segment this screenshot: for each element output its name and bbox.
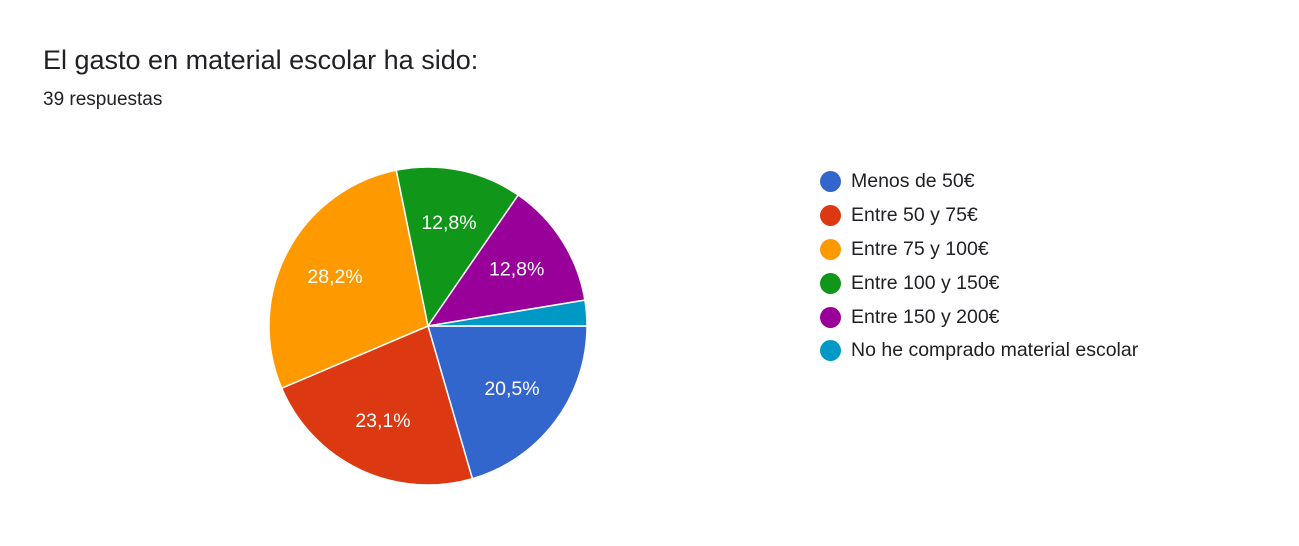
pie-slice-2[interactable]	[280, 325, 474, 486]
pie-slices	[268, 166, 588, 486]
legend-item-5[interactable]: Entre 150 y 200€	[820, 300, 1138, 334]
legend-swatch	[820, 171, 841, 193]
legend-label: Entre 100 y 150€	[851, 271, 1000, 294]
chart-title: El gasto en material escolar ha sido:	[43, 45, 479, 75]
legend-swatch	[820, 205, 841, 227]
response-count: 39 respuestas	[43, 89, 163, 110]
legend-swatch	[820, 272, 841, 294]
legend-label: Menos de 50€	[851, 170, 975, 193]
pie-slice-label-3: 28,2%	[307, 266, 362, 288]
legend-label: Entre 150 y 200€	[851, 305, 1000, 328]
legend-swatch	[820, 340, 841, 362]
pie-slice-3[interactable]	[268, 169, 429, 389]
pie-slice-1[interactable]	[427, 325, 588, 480]
pie-slice-4[interactable]	[395, 166, 519, 327]
legend-item-4[interactable]: Entre 100 y 150€	[820, 266, 1138, 300]
legend-item-1[interactable]: Menos de 50€	[820, 165, 1138, 199]
pie-slice-label-1: 20,5%	[484, 378, 539, 400]
pie-labels: 20,5% 23,1% 28,2% 12,8% 12,8%	[307, 212, 544, 432]
pie-slice-label-5: 12,8%	[489, 259, 544, 281]
pie-slice-5[interactable]	[427, 194, 586, 327]
legend-label: No he comprado material escolar	[851, 339, 1139, 362]
legend-swatch	[820, 238, 841, 260]
pie-slice-label-4: 12,8%	[421, 212, 476, 234]
chart-legend: Menos de 50€ Entre 50 y 75€ Entre 75 y 100…	[820, 165, 1138, 368]
legend-item-3[interactable]: Entre 75 y 100€	[820, 233, 1138, 267]
legend-item-2[interactable]: Entre 50 y 75€	[820, 199, 1138, 233]
pie-slice-label-2: 23,1%	[355, 410, 410, 432]
legend-swatch	[820, 306, 841, 328]
legend-label: Entre 50 y 75€	[851, 204, 978, 227]
legend-label: Entre 75 y 100€	[851, 237, 989, 260]
pie-slice-6[interactable]	[427, 299, 588, 327]
legend-item-6[interactable]: No he comprado material escolar	[820, 334, 1138, 368]
